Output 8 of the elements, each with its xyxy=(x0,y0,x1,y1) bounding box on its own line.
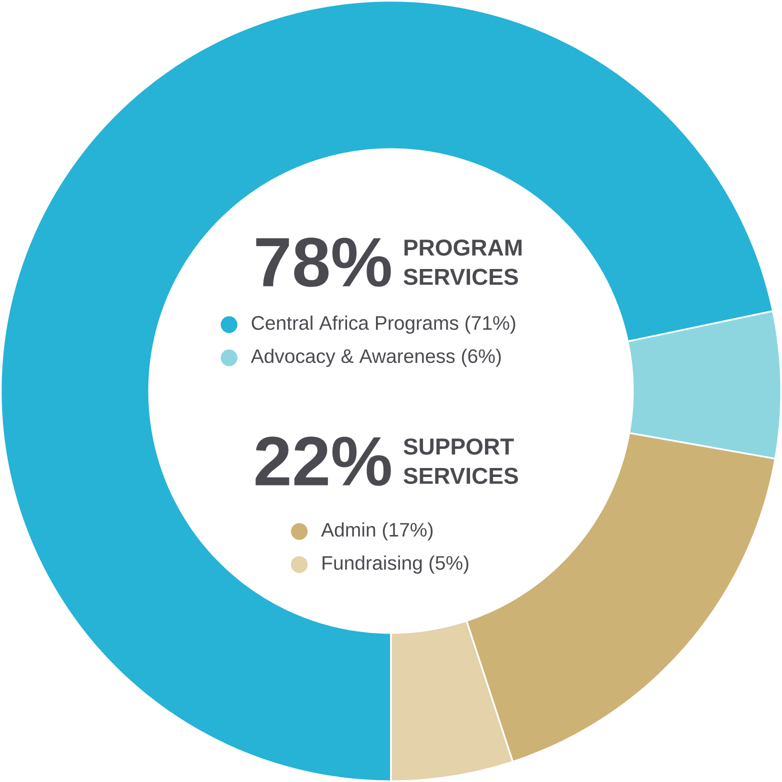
text: 78% xyxy=(256,238,391,287)
text: 22% xyxy=(256,436,391,486)
text: PROGRAM SERVICES xyxy=(404,239,522,285)
legend-label: Fundraising (5%) xyxy=(322,556,468,574)
legend-label: Advocacy & Awareness (6%) xyxy=(250,348,501,367)
legend-label: Central Africa Programs (71%) xyxy=(252,316,516,334)
legend-label: Admin (17%) xyxy=(321,522,433,541)
text: SUPPORT SERVICES xyxy=(404,438,518,484)
